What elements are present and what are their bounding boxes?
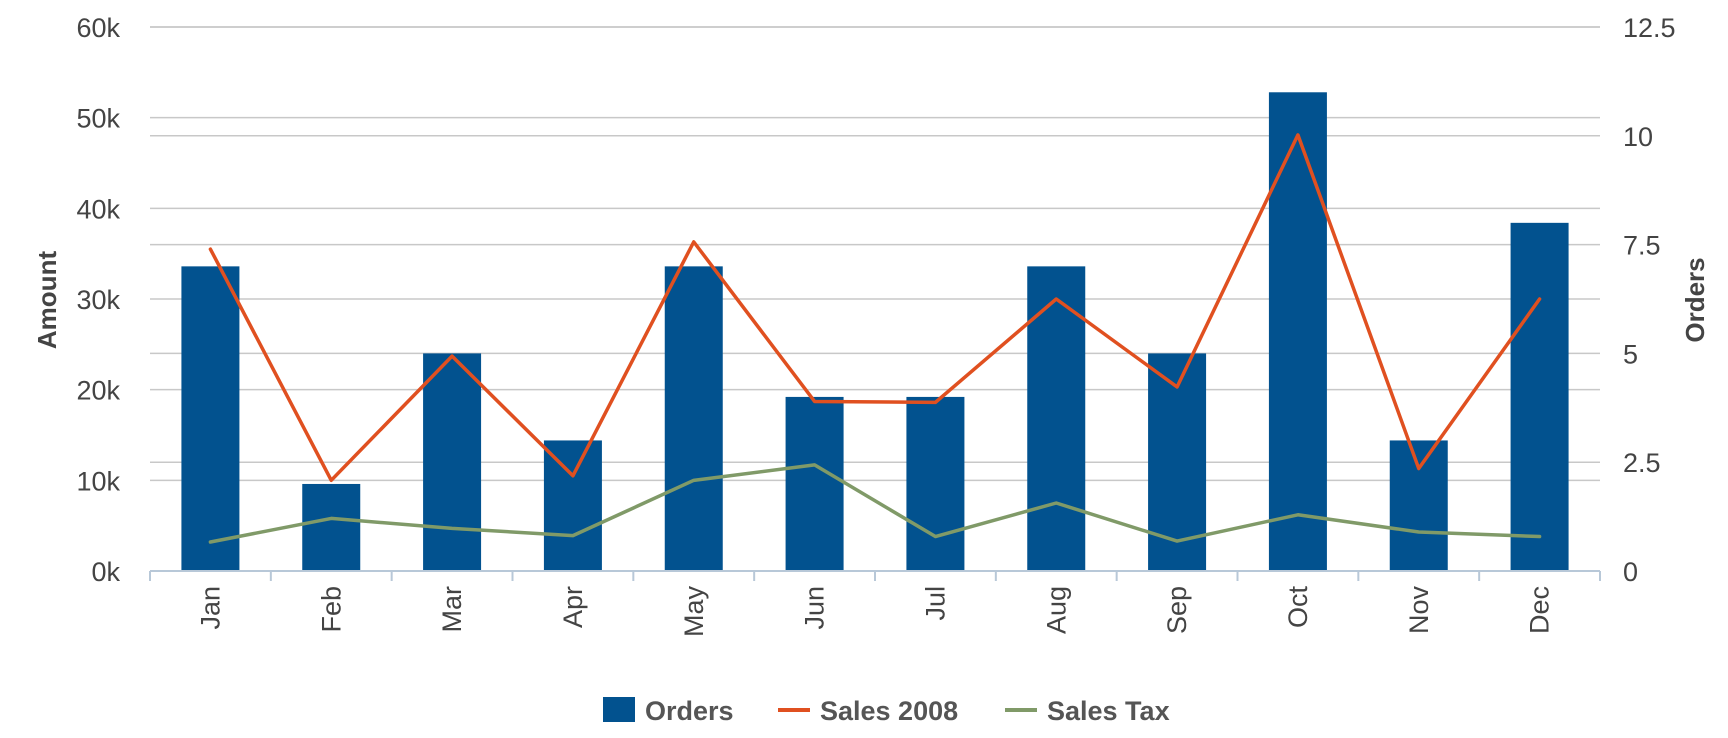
orders-bar: [302, 483, 361, 571]
sales-tax-line: [208, 463, 1542, 544]
x-tick-label: Jan: [195, 586, 225, 630]
left-tick-label: 20k: [76, 376, 120, 406]
orders-bar: [1389, 440, 1448, 571]
x-axis-ticks: Jan Feb Mar Apr May Jun Jul Aug Sep Oct Nov Dec: [195, 586, 1554, 638]
right-tick-label: 12.5: [1623, 13, 1676, 43]
sales-2008-legend-label: Sales 2008: [820, 696, 958, 726]
orders-bar: [1510, 222, 1569, 571]
sales-tax-legend-label: Sales Tax: [1047, 696, 1170, 726]
orders-legend-swatch: [603, 697, 635, 722]
x-tick-label: Dec: [1525, 586, 1555, 634]
left-tick-label: 60k: [76, 13, 120, 43]
line-series: [208, 133, 1542, 544]
x-tick-label: Aug: [1041, 586, 1071, 634]
x-tick-label: Oct: [1283, 586, 1313, 629]
orders-bar: [181, 266, 240, 571]
left-tick-label: 50k: [76, 104, 120, 134]
right-tick-label: 10: [1623, 122, 1653, 152]
right-tick-label: 0: [1623, 557, 1638, 587]
left-axis-ticks: 0k 10k 20k 30k 40k 50k 60k: [76, 13, 120, 587]
legend: Orders Sales 2008 Sales Tax: [603, 696, 1170, 726]
orders-bar: [423, 353, 482, 571]
right-tick-label: 5: [1623, 339, 1638, 369]
grid-lines: [150, 26, 1600, 482]
left-tick-label: 40k: [76, 194, 120, 224]
orders-bars: [181, 92, 1569, 571]
orders-legend-label: Orders: [645, 696, 734, 726]
left-tick-label: 10k: [76, 466, 120, 496]
x-tick-label: Apr: [558, 586, 588, 628]
x-tick-label: May: [679, 586, 709, 638]
x-tick-label: Jun: [800, 586, 830, 630]
orders-bar: [543, 440, 602, 571]
x-tick-label: Nov: [1404, 586, 1434, 635]
sales-2008-line: [208, 133, 1542, 483]
left-tick-label: 0k: [91, 557, 120, 587]
orders-bar: [785, 396, 844, 571]
right-tick-label: 2.5: [1623, 448, 1661, 478]
left-axis-title: Amount: [32, 251, 62, 350]
orders-bar: [1268, 92, 1327, 571]
x-tick-label: Feb: [316, 586, 346, 633]
right-axis-ticks: 0 2.5 5 7.5 10 12.5: [1623, 13, 1676, 587]
x-tick-label: Jul: [920, 586, 950, 621]
axes: [149, 570, 1601, 581]
orders-bar: [664, 266, 723, 571]
orders-bar: [906, 396, 965, 571]
right-axis-title: Orders: [1680, 257, 1710, 342]
right-tick-label: 7.5: [1623, 231, 1661, 261]
x-tick-label: Mar: [437, 586, 467, 633]
x-tick-label: Sep: [1162, 586, 1192, 634]
left-tick-label: 30k: [76, 285, 120, 315]
